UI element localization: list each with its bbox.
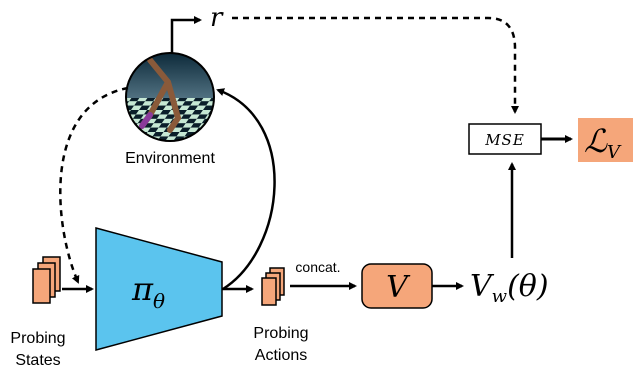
- value-network-label: V: [386, 270, 411, 305]
- env-to-states-arrow: [59, 86, 129, 284]
- value-output: Vw(θ): [470, 269, 549, 307]
- loss-box: [578, 118, 633, 162]
- environment-node: [125, 52, 215, 142]
- env-to-reward-arrow: [170, 16, 202, 53]
- probing-actions-stack: [261, 267, 285, 306]
- loss-symbol: ℒV: [584, 122, 622, 163]
- environment-label: Environment: [125, 150, 215, 167]
- mse-label: MSE: [484, 131, 525, 149]
- probing-states-label-1: Probing: [10, 330, 65, 347]
- probing-actions-label-2: Actions: [255, 347, 307, 364]
- reward-to-mse-arrow: [232, 16, 519, 114]
- policy-symbol: πθ: [131, 270, 165, 313]
- policy-to-env-arrow: [216, 88, 276, 291]
- concat-label: concat.: [295, 259, 340, 275]
- probing-states-label-2: States: [15, 352, 60, 369]
- policy-network: [95, 227, 223, 351]
- probing-states-stack: [32, 256, 61, 304]
- probing-actions-label-1: Probing: [253, 325, 308, 342]
- reward-symbol: r: [210, 3, 224, 33]
